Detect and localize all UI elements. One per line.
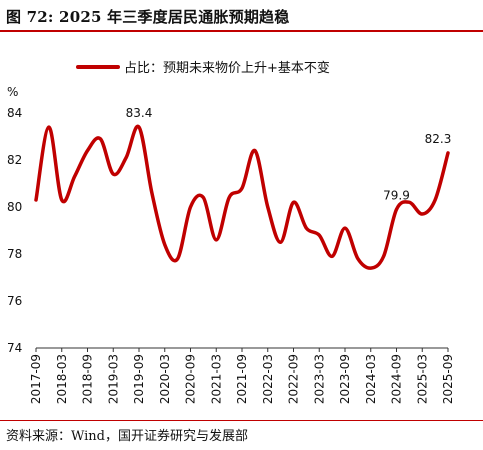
data-point: [292, 201, 295, 204]
data-point: [60, 198, 63, 202]
data-point: [356, 257, 360, 260]
data-point: [215, 238, 218, 242]
x-tick-label: 2018-03: [55, 354, 69, 404]
x-tick-label: 2020-03: [158, 354, 172, 404]
data-point: [369, 266, 372, 270]
data-point: [343, 226, 347, 230]
data-label: 79.9: [383, 188, 410, 202]
data-point: [34, 198, 38, 202]
data-point: [318, 234, 321, 237]
data-point: [163, 243, 166, 246]
data-point: [112, 172, 115, 176]
y-tick-label: 74: [7, 341, 22, 355]
data-point: [189, 205, 192, 209]
x-tick-label: 2022-09: [287, 354, 301, 404]
x-tick-label: 2017-09: [29, 354, 43, 404]
data-label: 83.4: [126, 106, 153, 120]
x-tick-label: 2025-03: [415, 354, 429, 404]
data-point: [176, 257, 179, 260]
y-tick-label: 76: [7, 294, 22, 308]
data-point: [227, 196, 231, 199]
x-tick-label: 2019-03: [106, 354, 120, 404]
data-point: [86, 149, 89, 152]
y-tick-label: 84: [7, 106, 22, 120]
x-tick-label: 2025-09: [441, 354, 455, 404]
data-point: [202, 196, 205, 199]
data-point: [99, 137, 102, 141]
data-point: [305, 226, 308, 230]
x-tick-label: 2019-09: [132, 354, 146, 404]
data-point: [47, 125, 51, 129]
x-tick-label: 2023-03: [312, 354, 326, 404]
data-point: [240, 187, 244, 190]
data-point: [137, 125, 141, 129]
series-line: [34, 124, 450, 270]
data-point: [433, 198, 437, 202]
x-tick-label: 2021-09: [235, 354, 249, 404]
source-note: 资料来源：Wind，国开证券研究与发展部: [6, 429, 248, 444]
y-tick-label: 82: [7, 153, 22, 167]
data-point: [330, 255, 334, 258]
legend-label: 占比：预期未来物价上升+基本不变: [124, 60, 330, 76]
x-tick-label: 2024-09: [390, 354, 404, 404]
data-point: [446, 151, 450, 155]
data-point: [382, 255, 385, 258]
data-point: [124, 156, 128, 159]
data-labels: 83.4 79.9 82.3: [126, 106, 452, 202]
footer-divider: [0, 420, 483, 421]
y-tick-label: 80: [7, 200, 22, 214]
data-point: [279, 241, 282, 244]
x-tick-label: 2021-03: [209, 354, 223, 404]
x-tick-label: 2018-09: [81, 354, 95, 404]
data-point: [395, 208, 398, 211]
y-tick-label: 78: [7, 247, 22, 261]
data-point: [266, 205, 269, 209]
x-tick-label: 2022-03: [261, 354, 275, 404]
x-axis: 2017-09 2018-03 2018-09 2019-03 2019-09 2020-…: [29, 347, 455, 404]
figure-title: 图 72: 2025 年三季度居民通胀预期趋稳: [6, 8, 290, 26]
series-layer: [34, 124, 450, 270]
data-point: [253, 149, 257, 152]
data-point: [408, 201, 411, 204]
x-tick-label: 2020-09: [184, 354, 198, 404]
data-point: [73, 175, 76, 178]
x-tick-label: 2023-09: [338, 354, 352, 404]
data-point: [421, 212, 424, 216]
x-tick-label: 2024-03: [364, 354, 378, 404]
data-point: [150, 191, 154, 195]
legend: 占比：预期未来物价上升+基本不变: [76, 60, 330, 76]
data-label: 82.3: [425, 132, 452, 146]
title-divider: [0, 30, 483, 32]
y-axis: 74 76 78 80 82 84: [7, 106, 22, 355]
y-axis-unit-label: %: [7, 85, 18, 99]
